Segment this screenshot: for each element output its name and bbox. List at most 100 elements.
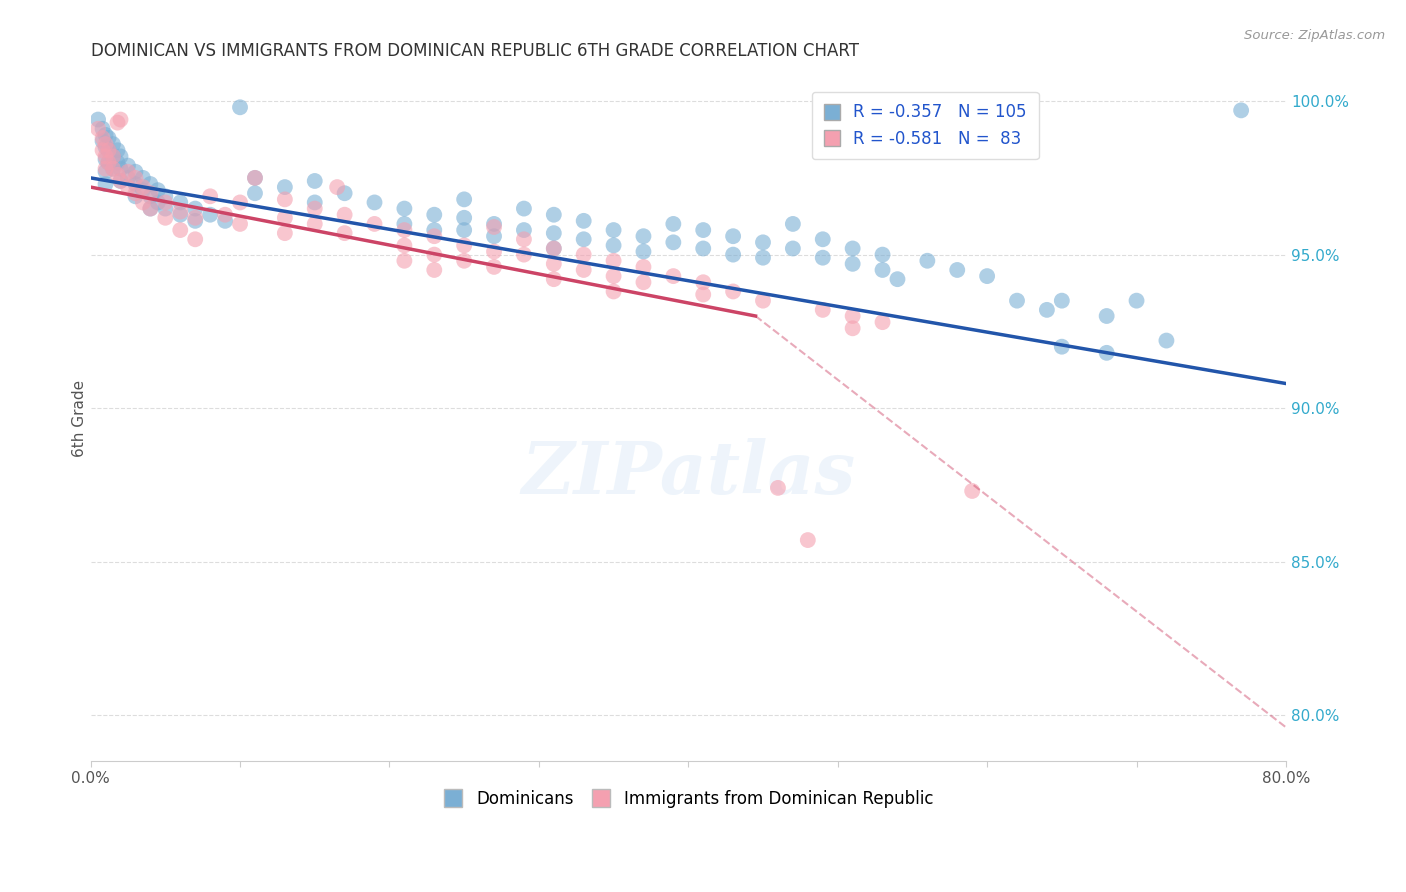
Point [87, 112, 110, 127]
Point [513, 223, 536, 237]
Point [243, 170, 266, 185]
Text: DOMINICAN VS IMMIGRANTS FROM DOMINICAN REPUBLIC 6TH GRADE CORRELATION CHART: DOMINICAN VS IMMIGRANTS FROM DOMINICAN R… [90, 42, 859, 60]
Point [662, 217, 685, 231]
Point [1036, 302, 1059, 317]
Point [91, 121, 114, 136]
Point [752, 293, 775, 308]
Point [229, 217, 252, 231]
Point [633, 229, 655, 244]
Point [782, 217, 804, 231]
Point [94, 149, 117, 163]
Point [101, 137, 124, 152]
Point [146, 195, 169, 210]
Point [572, 247, 595, 261]
Point [453, 238, 475, 252]
Point [841, 321, 863, 335]
Point [198, 189, 221, 203]
Point [110, 174, 132, 188]
Point [363, 217, 385, 231]
Point [453, 223, 475, 237]
Point [976, 269, 998, 284]
Point [94, 140, 117, 154]
Point [101, 149, 124, 163]
Point [602, 238, 624, 252]
Point [155, 195, 177, 210]
Point [543, 257, 565, 271]
Point [423, 223, 446, 237]
Point [394, 217, 416, 231]
Point [602, 253, 624, 268]
Point [633, 260, 655, 274]
Point [139, 177, 162, 191]
Point [124, 189, 146, 203]
Point [110, 149, 132, 163]
Point [117, 180, 139, 194]
Point [91, 143, 114, 157]
Point [394, 238, 416, 252]
Point [155, 202, 177, 216]
Point [139, 202, 162, 216]
Point [214, 214, 236, 228]
Point [97, 131, 120, 145]
Point [184, 232, 207, 246]
Point [752, 251, 775, 265]
Point [110, 161, 132, 176]
Point [811, 232, 834, 246]
Point [1125, 293, 1147, 308]
Point [107, 155, 129, 169]
Point [101, 161, 124, 176]
Point [304, 217, 326, 231]
Point [513, 232, 536, 246]
Point [721, 285, 744, 299]
Point [124, 186, 146, 201]
Point [198, 208, 221, 222]
Point [117, 159, 139, 173]
Point [124, 165, 146, 179]
Point [229, 100, 252, 114]
Point [482, 217, 505, 231]
Point [243, 170, 266, 185]
Point [110, 174, 132, 188]
Point [721, 229, 744, 244]
Point [107, 115, 129, 129]
Point [333, 226, 356, 240]
Point [482, 244, 505, 259]
Point [394, 253, 416, 268]
Point [841, 309, 863, 323]
Point [169, 223, 191, 237]
Point [692, 275, 714, 289]
Point [423, 247, 446, 261]
Point [1050, 340, 1073, 354]
Point [1050, 293, 1073, 308]
Point [662, 269, 685, 284]
Point [543, 242, 565, 256]
Point [1095, 346, 1118, 360]
Point [107, 168, 129, 182]
Point [602, 223, 624, 237]
Point [543, 208, 565, 222]
Point [146, 183, 169, 197]
Point [333, 186, 356, 201]
Point [917, 253, 939, 268]
Point [453, 253, 475, 268]
Point [423, 208, 446, 222]
Text: ZIPatlas: ZIPatlas [522, 438, 855, 509]
Point [139, 202, 162, 216]
Point [326, 180, 349, 194]
Point [132, 195, 155, 210]
Point [155, 189, 177, 203]
Point [132, 180, 155, 194]
Point [1005, 293, 1028, 308]
Point [132, 183, 155, 197]
Point [94, 165, 117, 179]
Point [363, 195, 385, 210]
Point [87, 121, 110, 136]
Point [453, 211, 475, 225]
Point [169, 204, 191, 219]
Point [97, 155, 120, 169]
Point [304, 202, 326, 216]
Point [482, 219, 505, 234]
Point [110, 112, 132, 127]
Point [94, 177, 117, 191]
Point [572, 263, 595, 277]
